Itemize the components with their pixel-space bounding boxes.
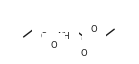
Text: O: O [81, 49, 87, 58]
Text: O: O [50, 41, 57, 50]
Text: O: O [40, 32, 47, 41]
Text: O: O [91, 25, 97, 34]
Text: NH: NH [58, 32, 70, 41]
